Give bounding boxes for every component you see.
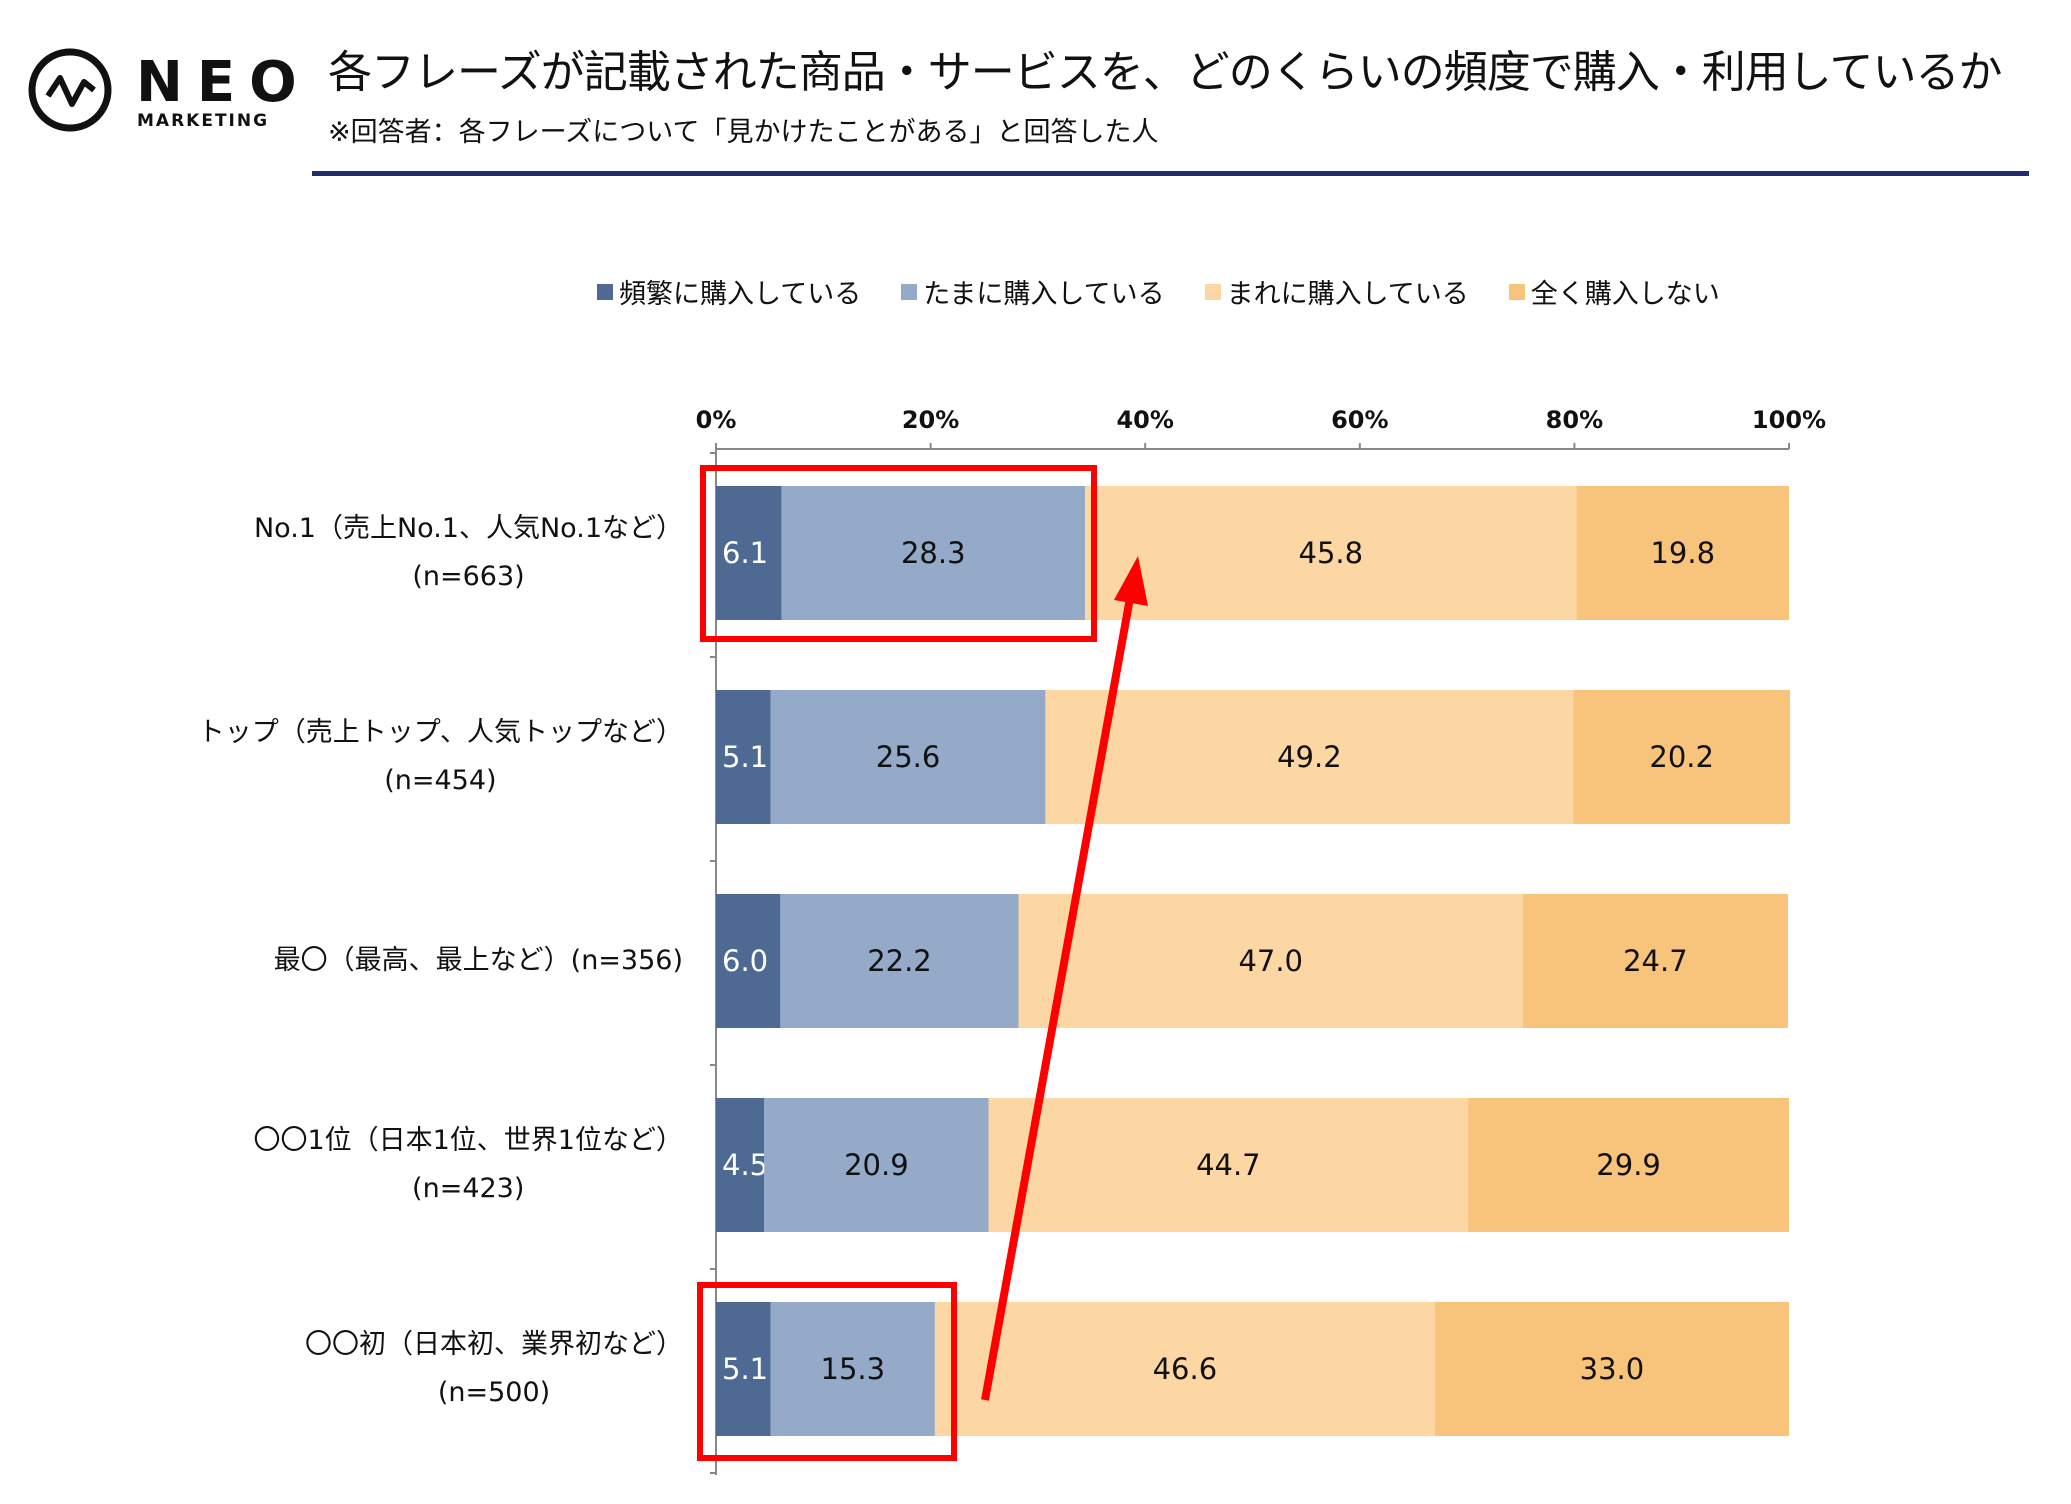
- bar-segment: [1576, 486, 1789, 620]
- data-label: 4.5: [722, 1148, 768, 1182]
- bar-segment: [770, 690, 1046, 824]
- data-label: 6.1: [722, 536, 768, 570]
- category-n: (n=423): [412, 1173, 525, 1204]
- data-label: 25.6: [876, 740, 941, 774]
- bar-segment: [781, 486, 1086, 620]
- data-label: 49.2: [1277, 740, 1342, 774]
- legend-item: 全く購入しない: [1508, 272, 1720, 311]
- legend-label: たまに購入している: [923, 279, 1165, 310]
- category-label: トップ（売上トップ、人気トップなど） (n=454): [198, 709, 683, 805]
- legend-label: 頻繁に購入している: [619, 279, 862, 310]
- category-n: (n=500): [437, 1377, 551, 1408]
- data-label: 5.1: [722, 1352, 768, 1386]
- bar-segment: [716, 486, 782, 620]
- legend-label: 全く購入しない: [1530, 279, 1720, 310]
- data-label: 29.9: [1596, 1148, 1661, 1182]
- bar-segment: [716, 1302, 771, 1436]
- logo: NEO MARKETING: [0, 0, 300, 140]
- data-label: 46.6: [1153, 1352, 1218, 1386]
- highlight-box-bottom: [697, 1282, 957, 1461]
- data-label: 20.9: [844, 1148, 909, 1182]
- data-label: 6.0: [722, 944, 768, 978]
- highlight-box-top: [700, 465, 1097, 642]
- legend-item: たまに購入している: [901, 272, 1165, 311]
- bar-segment: [988, 1098, 1469, 1232]
- category-label: No.1（売上No.1、人気No.1など） (n=663): [254, 505, 683, 601]
- category-name: 〇〇初（日本初、業界初など）: [305, 1329, 683, 1360]
- page-subtitle: ※回答者：各フレーズについて「見かけたことがある」と回答した人: [328, 117, 1159, 148]
- data-label: 47.0: [1238, 944, 1303, 978]
- x-tick-label: 60%: [1331, 406, 1388, 434]
- x-tick-label: 80%: [1546, 406, 1603, 434]
- bar-segment: [1434, 1302, 1789, 1436]
- x-tick-label: 100%: [1752, 406, 1826, 434]
- logo-mark-icon: [28, 48, 112, 132]
- data-label: 22.2: [867, 944, 932, 978]
- arrow-shaft: [981, 597, 1134, 1401]
- category-name: トップ（売上トップ、人気トップなど）: [197, 717, 683, 748]
- bar-segment: [1018, 894, 1523, 1028]
- category-label: 〇〇1位（日本1位、世界1位など） (n=423): [253, 1117, 683, 1213]
- data-label: 33.0: [1580, 1352, 1645, 1386]
- bar-segment: [716, 1098, 765, 1232]
- legend-swatch: [1508, 283, 1525, 300]
- category-name: 〇〇1位（日本1位、世界1位など）: [253, 1125, 683, 1156]
- x-tick-label: 40%: [1116, 406, 1173, 434]
- data-label: 45.8: [1299, 536, 1364, 570]
- bar-segment: [770, 1302, 935, 1436]
- arrow-head-icon: [1114, 556, 1148, 606]
- bar-segment: [1573, 690, 1791, 824]
- data-label: 15.3: [821, 1352, 886, 1386]
- title-divider: [312, 171, 2029, 176]
- bar-segment: [1468, 1098, 1789, 1232]
- category-label: 最〇（最高、最上など）(n=356): [274, 937, 683, 985]
- x-tick-label: 20%: [902, 406, 959, 434]
- legend-swatch: [901, 283, 918, 300]
- data-label: 20.2: [1649, 740, 1714, 774]
- x-tick-label: 0%: [696, 406, 737, 434]
- logo-subtext: MARKETING: [137, 111, 270, 131]
- bar-segment: [1522, 894, 1788, 1028]
- bar-segment: [780, 894, 1019, 1028]
- category-n: (n=454): [384, 765, 497, 796]
- legend-label: まれに購入している: [1226, 279, 1469, 310]
- bar-segment: [716, 894, 781, 1028]
- bar-segment: [934, 1302, 1435, 1436]
- bar-segment: [1045, 690, 1574, 824]
- category-label: 〇〇初（日本初、業界初など） (n=500): [305, 1321, 683, 1417]
- legend-item: まれに購入している: [1204, 272, 1469, 311]
- data-label: 44.7: [1196, 1148, 1261, 1182]
- legend-swatch: [597, 283, 613, 300]
- logo-text: NEO: [136, 50, 311, 115]
- legend-item: 頻繁に購入している: [597, 272, 861, 311]
- bar-segment: [716, 690, 771, 824]
- chart-legend: 頻繁に購入している たまに購入している まれに購入している 全く購入しない: [597, 272, 1720, 311]
- category-n: (n=356): [570, 945, 683, 976]
- data-label: 5.1: [722, 740, 768, 774]
- category-n: (n=663): [412, 561, 525, 592]
- legend-swatch: [1204, 283, 1221, 300]
- category-name: No.1（売上No.1、人気No.1など）: [253, 513, 683, 544]
- bar-segment: [1085, 486, 1577, 620]
- bar-segment: [764, 1098, 989, 1232]
- data-label: 19.8: [1650, 536, 1715, 570]
- data-label: 28.3: [901, 536, 966, 570]
- category-name: 最〇（最高、最上など）: [273, 945, 571, 976]
- data-label: 24.7: [1623, 944, 1688, 978]
- page-title: 各フレーズが記載された商品・サービスを、どのくらいの頻度で購入・利用しているか: [328, 47, 2002, 98]
